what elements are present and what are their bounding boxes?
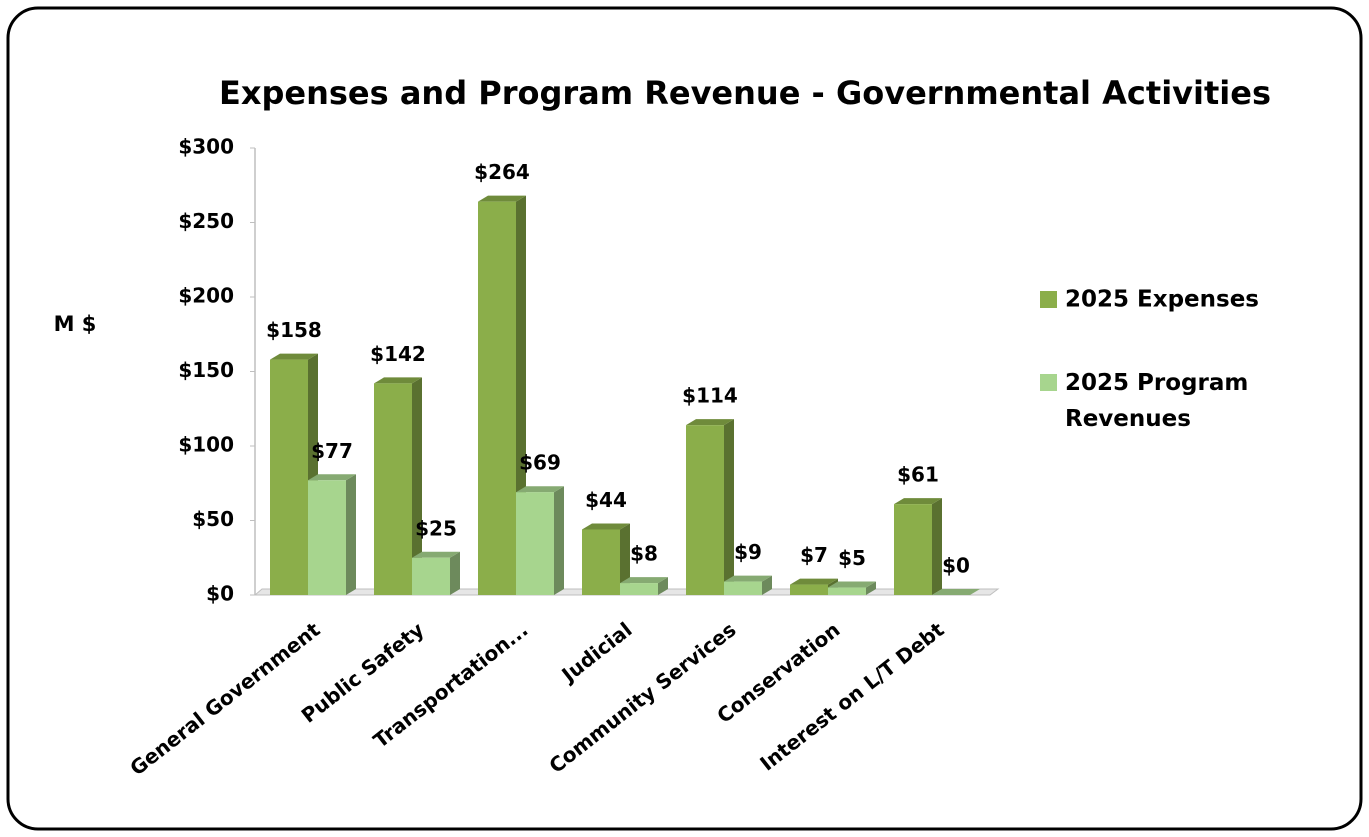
bar-top: [582, 523, 630, 530]
data-label: $69: [519, 451, 561, 475]
bar: [516, 486, 564, 595]
data-label: $158: [266, 318, 322, 342]
data-label: $9: [734, 540, 762, 564]
bar-top: [516, 486, 564, 493]
bar-side: [554, 486, 564, 595]
bar-front: [412, 557, 450, 595]
bar-front: [686, 425, 724, 595]
data-label: $44: [585, 488, 627, 512]
data-label: $7: [800, 543, 828, 567]
bar: [724, 575, 772, 595]
bar-front: [516, 492, 554, 595]
bar-top: [374, 377, 422, 384]
bar-side: [762, 575, 772, 595]
y-tick-label: $0: [206, 582, 234, 606]
bar-side: [450, 551, 460, 595]
bar: [620, 577, 668, 595]
bar: [932, 589, 980, 595]
bar-top: [308, 474, 356, 481]
legend-line: Revenues: [1065, 406, 1191, 432]
y-tick-label: $200: [178, 284, 234, 308]
bar-front: [828, 587, 866, 595]
bar-side: [658, 577, 668, 595]
data-label: $77: [311, 439, 353, 463]
chart-border: [6, 6, 1363, 831]
y-tick-label: $100: [178, 433, 234, 457]
data-label: $5: [838, 546, 866, 570]
bar-front: [478, 201, 516, 595]
bar-top: [790, 578, 838, 585]
y-tick-label: $50: [192, 507, 234, 531]
y-axis-label: M $: [54, 312, 97, 336]
legend-swatch: [1040, 374, 1057, 391]
data-label: $25: [415, 516, 457, 540]
bar: [686, 419, 734, 595]
bar: [582, 523, 630, 595]
bar-front: [374, 383, 412, 595]
bar-top: [270, 353, 318, 360]
bar-front: [790, 584, 828, 595]
legend-label: 2025 Expenses: [1065, 287, 1259, 313]
bar: [308, 474, 356, 595]
bar-top: [894, 498, 942, 505]
bar-front: [308, 480, 346, 595]
bar-side: [724, 419, 734, 595]
legend-swatch: [1040, 291, 1057, 308]
data-label: $142: [370, 342, 426, 366]
bar-top: [686, 419, 734, 426]
bar-front: [270, 359, 308, 595]
data-label: $8: [630, 542, 658, 566]
y-tick-label: $250: [178, 209, 234, 233]
data-label: $0: [942, 554, 970, 578]
bar-top: [828, 581, 876, 588]
bar-top: [478, 195, 526, 202]
bar: [894, 498, 942, 595]
bar: [478, 195, 526, 595]
bar-front: [894, 504, 932, 595]
legend-label: 2025 Program Revenues: [1065, 370, 1248, 432]
bar: [374, 377, 422, 595]
bar-top: [620, 577, 668, 584]
bar: [412, 551, 460, 595]
bar-side: [412, 377, 422, 595]
bar-top: [932, 589, 980, 595]
legend-line: 2025 Program: [1065, 370, 1248, 396]
bar-front: [582, 529, 620, 595]
chart-title: Expenses and Program Revenue - Governmen…: [219, 74, 1271, 112]
bar-side: [346, 474, 356, 595]
bar-top: [724, 575, 772, 582]
bar-side: [866, 581, 876, 595]
bar-side: [932, 498, 942, 595]
data-label: $264: [474, 160, 530, 184]
data-label: $61: [897, 463, 939, 487]
bar-side: [620, 523, 630, 595]
data-label: $114: [682, 384, 738, 408]
bar-front: [724, 581, 762, 595]
y-tick-label: $150: [178, 358, 234, 382]
y-tick-label: $300: [178, 135, 234, 159]
bar-top: [412, 551, 460, 558]
bar-front: [620, 583, 658, 595]
bar: [828, 581, 876, 595]
